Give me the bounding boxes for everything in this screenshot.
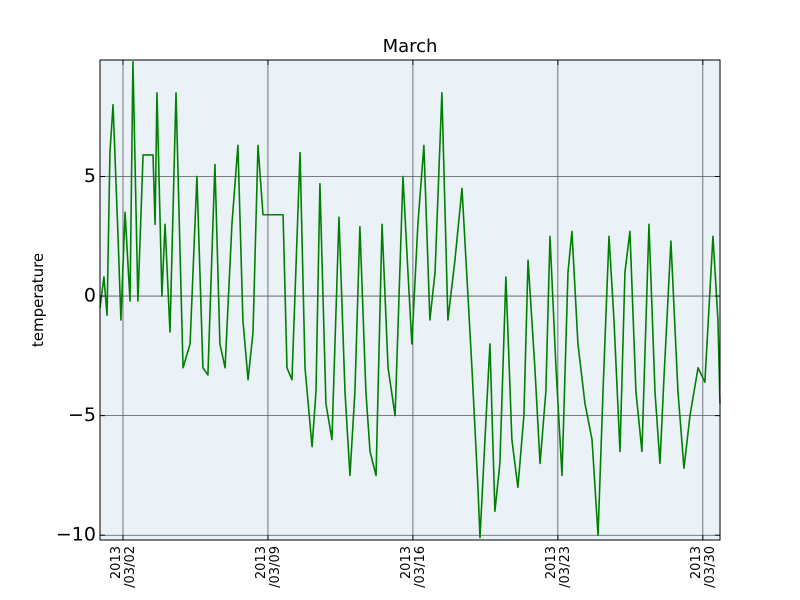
y-tick-label: −5 [68,404,96,426]
x-tick-label: 2013/03/30 [689,546,718,588]
y-tick-label: 5 [84,165,96,187]
ticks: −10 −5 0 5 2013/03/02 2013/03/09 2013/03/16 201… [56,60,720,588]
chart-title: March [383,36,438,57]
x-tick-label: 2013/03/09 [254,546,283,588]
x-tick-label: 2013/03/23 [544,546,573,588]
lines [99,60,721,539]
x-tick-label: 2013/03/16 [399,546,428,588]
x-tick-label: 2013/03/02 [109,546,138,588]
y-axis-label: temperature [29,253,47,347]
line [99,60,721,539]
y-tick-label: −10 [56,524,96,546]
y-tick-label: 0 [84,285,96,307]
plot-frame [99,59,721,541]
